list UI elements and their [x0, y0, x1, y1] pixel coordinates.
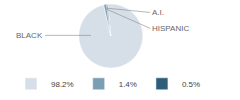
svg-text:HISPANIC: HISPANIC — [152, 24, 189, 33]
svg-text:1.4%: 1.4% — [119, 80, 137, 89]
svg-text:BLACK: BLACK — [16, 31, 43, 40]
svg-text:A.I.: A.I. — [152, 8, 164, 17]
svg-text:0.5%: 0.5% — [182, 80, 200, 89]
svg-text:98.2%: 98.2% — [51, 80, 74, 89]
